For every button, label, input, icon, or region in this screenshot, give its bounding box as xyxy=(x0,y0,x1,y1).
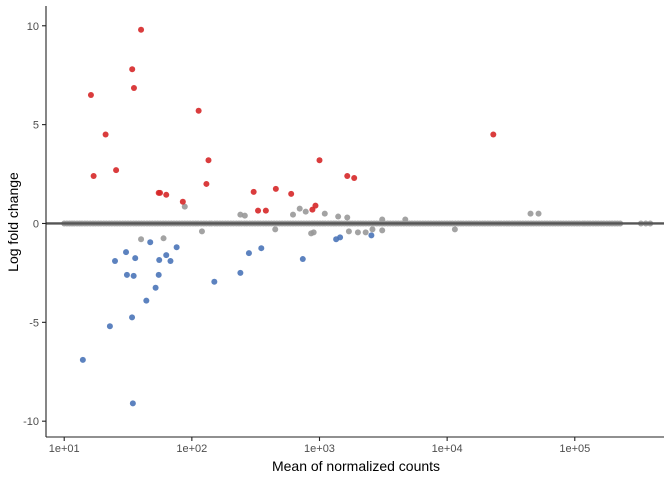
x-tick-label: 1e+04 xyxy=(432,443,463,455)
data-point-ns xyxy=(369,226,376,233)
data-point-ns xyxy=(345,228,352,235)
y-axis-title: Log fold change xyxy=(5,172,21,272)
data-point-ns xyxy=(344,214,351,221)
y-tick-label: 0 xyxy=(33,218,39,230)
data-point-up xyxy=(316,157,323,164)
data-point-up xyxy=(351,175,358,181)
data-point-up xyxy=(195,107,202,114)
data-point-down xyxy=(129,400,136,407)
data-point-up xyxy=(179,198,186,205)
data-point-down xyxy=(163,252,170,259)
data-point-down xyxy=(106,323,113,330)
data-point-down xyxy=(245,250,252,257)
data-point-ns xyxy=(290,211,296,218)
data-point-ns xyxy=(527,210,534,217)
y-tick-label: -10 xyxy=(23,416,39,428)
data-point-up xyxy=(129,66,136,73)
data-point-ns xyxy=(362,229,369,236)
data-point-up xyxy=(102,131,109,138)
data-point-down xyxy=(258,245,265,252)
data-point-down xyxy=(132,255,139,262)
data-point-up xyxy=(250,188,257,195)
data-point-down xyxy=(129,314,136,321)
data-point-down xyxy=(173,244,180,251)
x-tick-label: 1e+03 xyxy=(304,443,335,455)
data-point-up xyxy=(272,185,279,192)
data-point-ns xyxy=(296,205,303,212)
y-axis-ticks: -10 -5 0 5 10 xyxy=(23,21,46,428)
data-point-down xyxy=(152,284,159,291)
y-tick-label: 10 xyxy=(27,21,39,33)
data-point-ns xyxy=(302,208,309,215)
data-point-down xyxy=(123,271,130,278)
data-point-up xyxy=(288,190,295,197)
data-point-down xyxy=(123,249,130,256)
data-point-down xyxy=(79,356,86,363)
data-point-down xyxy=(156,257,163,264)
data-point-up xyxy=(205,157,212,164)
data-point-ns xyxy=(198,228,205,235)
x-axis-title: Mean of normalized counts xyxy=(272,458,440,474)
x-tick-label: 1e+02 xyxy=(176,443,207,455)
data-point-up xyxy=(157,189,164,196)
data-point-ns xyxy=(310,229,317,236)
data-point-ns xyxy=(272,226,279,233)
data-point-ns xyxy=(535,210,542,217)
data-point-down xyxy=(337,234,344,241)
x-tick-label: 1e+05 xyxy=(559,443,590,455)
data-point-ns xyxy=(241,212,248,219)
data-point-up xyxy=(255,207,262,214)
data-point-ns xyxy=(181,203,188,210)
x-axis-ticks: 1e+01 1e+02 1e+03 1e+04 1e+05 xyxy=(49,437,590,455)
data-point-up xyxy=(490,131,497,138)
data-point-down xyxy=(368,232,375,239)
data-point-ns xyxy=(138,236,145,243)
data-point-ns xyxy=(160,235,167,242)
data-point-up xyxy=(130,85,137,92)
data-point-down xyxy=(112,258,118,265)
data-point-ns xyxy=(451,226,458,233)
data-point-down xyxy=(130,272,137,279)
data-point-up xyxy=(262,207,269,214)
data-point-up xyxy=(344,173,351,180)
data-point-ns xyxy=(321,210,328,217)
y-tick-label: -5 xyxy=(29,317,39,329)
data-point-down xyxy=(147,239,154,246)
data-point-ns xyxy=(354,229,361,236)
data-point-ns xyxy=(335,213,342,220)
data-point-down xyxy=(167,258,174,265)
x-tick-label: 1e+01 xyxy=(49,443,80,455)
data-point-up xyxy=(203,180,210,187)
data-point-down xyxy=(211,278,218,285)
data-point-up xyxy=(163,191,170,198)
data-point-up xyxy=(87,91,94,98)
data-point-up xyxy=(138,26,145,33)
data-point-up xyxy=(90,173,97,180)
points-layer xyxy=(61,26,654,407)
y-tick-label: 5 xyxy=(33,120,39,132)
data-point-down xyxy=(237,269,244,276)
data-point-up xyxy=(312,202,319,209)
data-point-ns xyxy=(379,227,386,234)
data-point-up xyxy=(113,167,120,174)
data-point-down xyxy=(155,271,162,278)
data-point-down xyxy=(143,297,150,304)
data-point-down xyxy=(299,256,306,263)
